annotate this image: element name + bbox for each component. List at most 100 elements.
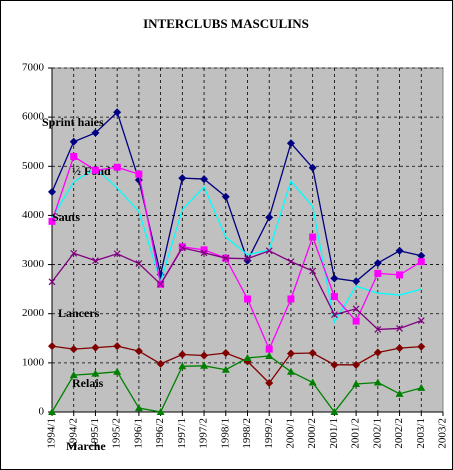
marker: [135, 260, 143, 268]
marker: [200, 361, 209, 369]
y-tick-label: 5000: [22, 160, 45, 172]
marker: [265, 247, 273, 255]
x-tick-label: 2002/2: [393, 418, 405, 449]
marker: [352, 277, 361, 286]
marker: [373, 259, 382, 268]
x-tick-label: 1995/2: [111, 418, 123, 449]
marker: [417, 342, 426, 351]
x-tick-label: 1996/2: [154, 418, 166, 449]
marker: [134, 347, 143, 356]
series-label: ½ Fond: [72, 164, 111, 178]
series-line: [51, 155, 422, 351]
marker: [265, 213, 274, 222]
marker: [91, 128, 100, 137]
marker: [287, 295, 295, 303]
series-line: [51, 111, 422, 282]
marker: [91, 369, 100, 377]
marker: [113, 367, 122, 375]
marker: [156, 408, 165, 415]
marker: [48, 187, 56, 196]
marker: [221, 365, 230, 373]
marker: [221, 349, 230, 358]
marker: [286, 349, 295, 358]
marker: [265, 379, 274, 388]
marker: [178, 350, 187, 359]
x-tick-label: 2000/1: [284, 418, 296, 449]
marker: [265, 345, 273, 353]
x-tick-label: 2003/2: [437, 418, 449, 449]
marker: [417, 251, 426, 260]
chart-title: INTERCLUBS MASCULINS: [143, 16, 309, 31]
marker: [417, 383, 426, 391]
marker: [286, 139, 295, 148]
y-tick-label: 2000: [22, 307, 45, 319]
marker: [178, 244, 186, 252]
marker: [135, 170, 143, 178]
marker: [287, 258, 295, 266]
marker: [221, 192, 230, 201]
x-tick-label: 1994/1: [46, 418, 58, 449]
marker: [200, 351, 209, 360]
series-line: [51, 355, 422, 414]
marker: [265, 351, 274, 359]
series-label: Sprint haies: [42, 115, 104, 129]
marker: [134, 404, 143, 412]
x-tick-label: 2001/2: [350, 418, 362, 449]
marker: [200, 249, 208, 257]
marker: [156, 359, 165, 368]
marker: [309, 233, 317, 241]
x-tick-label: 1997/1: [176, 418, 188, 449]
marker: [69, 345, 78, 354]
marker: [395, 246, 404, 255]
marker: [330, 408, 339, 415]
marker: [243, 353, 252, 361]
marker: [308, 349, 317, 358]
marker: [374, 326, 382, 333]
marker: [417, 258, 425, 266]
marker: [352, 305, 360, 313]
marker: [308, 163, 317, 172]
marker: [417, 317, 425, 325]
x-tick-label: 1998/2: [241, 418, 253, 449]
marker: [244, 295, 251, 303]
x-tick-label: 1996/1: [132, 418, 144, 449]
marker: [178, 174, 187, 183]
marker: [352, 379, 361, 387]
series-line: [51, 167, 422, 324]
marker: [200, 246, 208, 254]
marker: [70, 152, 78, 160]
marker: [48, 342, 56, 351]
series-label: Sauts: [52, 210, 80, 224]
marker: [69, 137, 78, 146]
marker: [113, 250, 121, 258]
marker: [91, 343, 100, 352]
series-label: Lancers: [58, 306, 100, 320]
series-label: Relais: [72, 376, 104, 390]
marker: [330, 360, 339, 369]
marker: [48, 217, 56, 225]
marker: [309, 267, 317, 275]
marker: [308, 378, 317, 386]
marker: [286, 367, 295, 375]
x-tick-label: 2003/1: [415, 418, 427, 449]
marker: [70, 249, 78, 257]
marker: [69, 371, 78, 379]
marker: [157, 280, 165, 288]
marker: [330, 274, 339, 283]
y-tick-label: 1000: [22, 356, 45, 368]
marker: [91, 166, 99, 174]
marker: [330, 293, 338, 301]
marker: [373, 378, 382, 386]
x-tick-label: 1995/1: [89, 418, 101, 449]
marker: [374, 269, 382, 277]
marker: [113, 342, 122, 351]
series-line: [51, 247, 422, 331]
marker: [373, 348, 382, 357]
y-tick-label: 3000: [22, 258, 45, 270]
marker: [244, 255, 251, 263]
marker: [113, 163, 121, 171]
marker: [200, 175, 209, 184]
marker: [352, 317, 360, 325]
marker: [48, 278, 56, 286]
